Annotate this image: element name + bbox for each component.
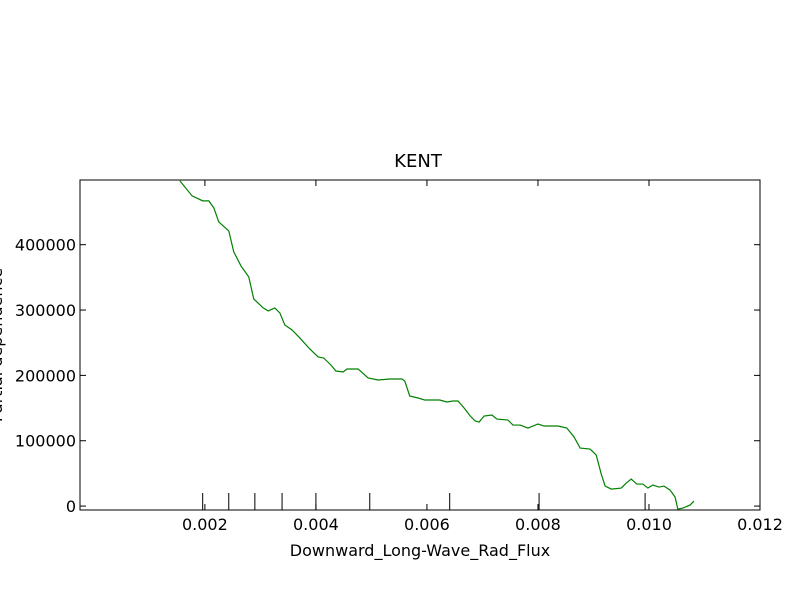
- plot-frame: [79, 179, 761, 511]
- x-tick-label: 0.008: [515, 515, 561, 534]
- chart-title: KENT: [394, 151, 443, 172]
- x-tick-label: 0.002: [182, 515, 228, 534]
- y-tick-label: 100000: [15, 432, 76, 451]
- x-axis-label: Downward_Long-Wave_Rad_Flux: [290, 541, 550, 561]
- y-axis-label: Partial dependence: [0, 268, 6, 422]
- y-tick-label: 400000: [15, 236, 76, 255]
- plot-area: [179, 180, 695, 510]
- y-tick-label: 300000: [15, 301, 76, 320]
- x-tick-label: 0.010: [626, 515, 672, 534]
- y-tick-label: 0: [66, 497, 76, 516]
- data-line: [179, 180, 695, 510]
- x-tick-label: 0.012: [737, 515, 783, 534]
- y-tick-label: 200000: [15, 366, 76, 385]
- x-tick-label: 0.004: [293, 515, 339, 534]
- x-tick-label: 0.006: [404, 515, 450, 534]
